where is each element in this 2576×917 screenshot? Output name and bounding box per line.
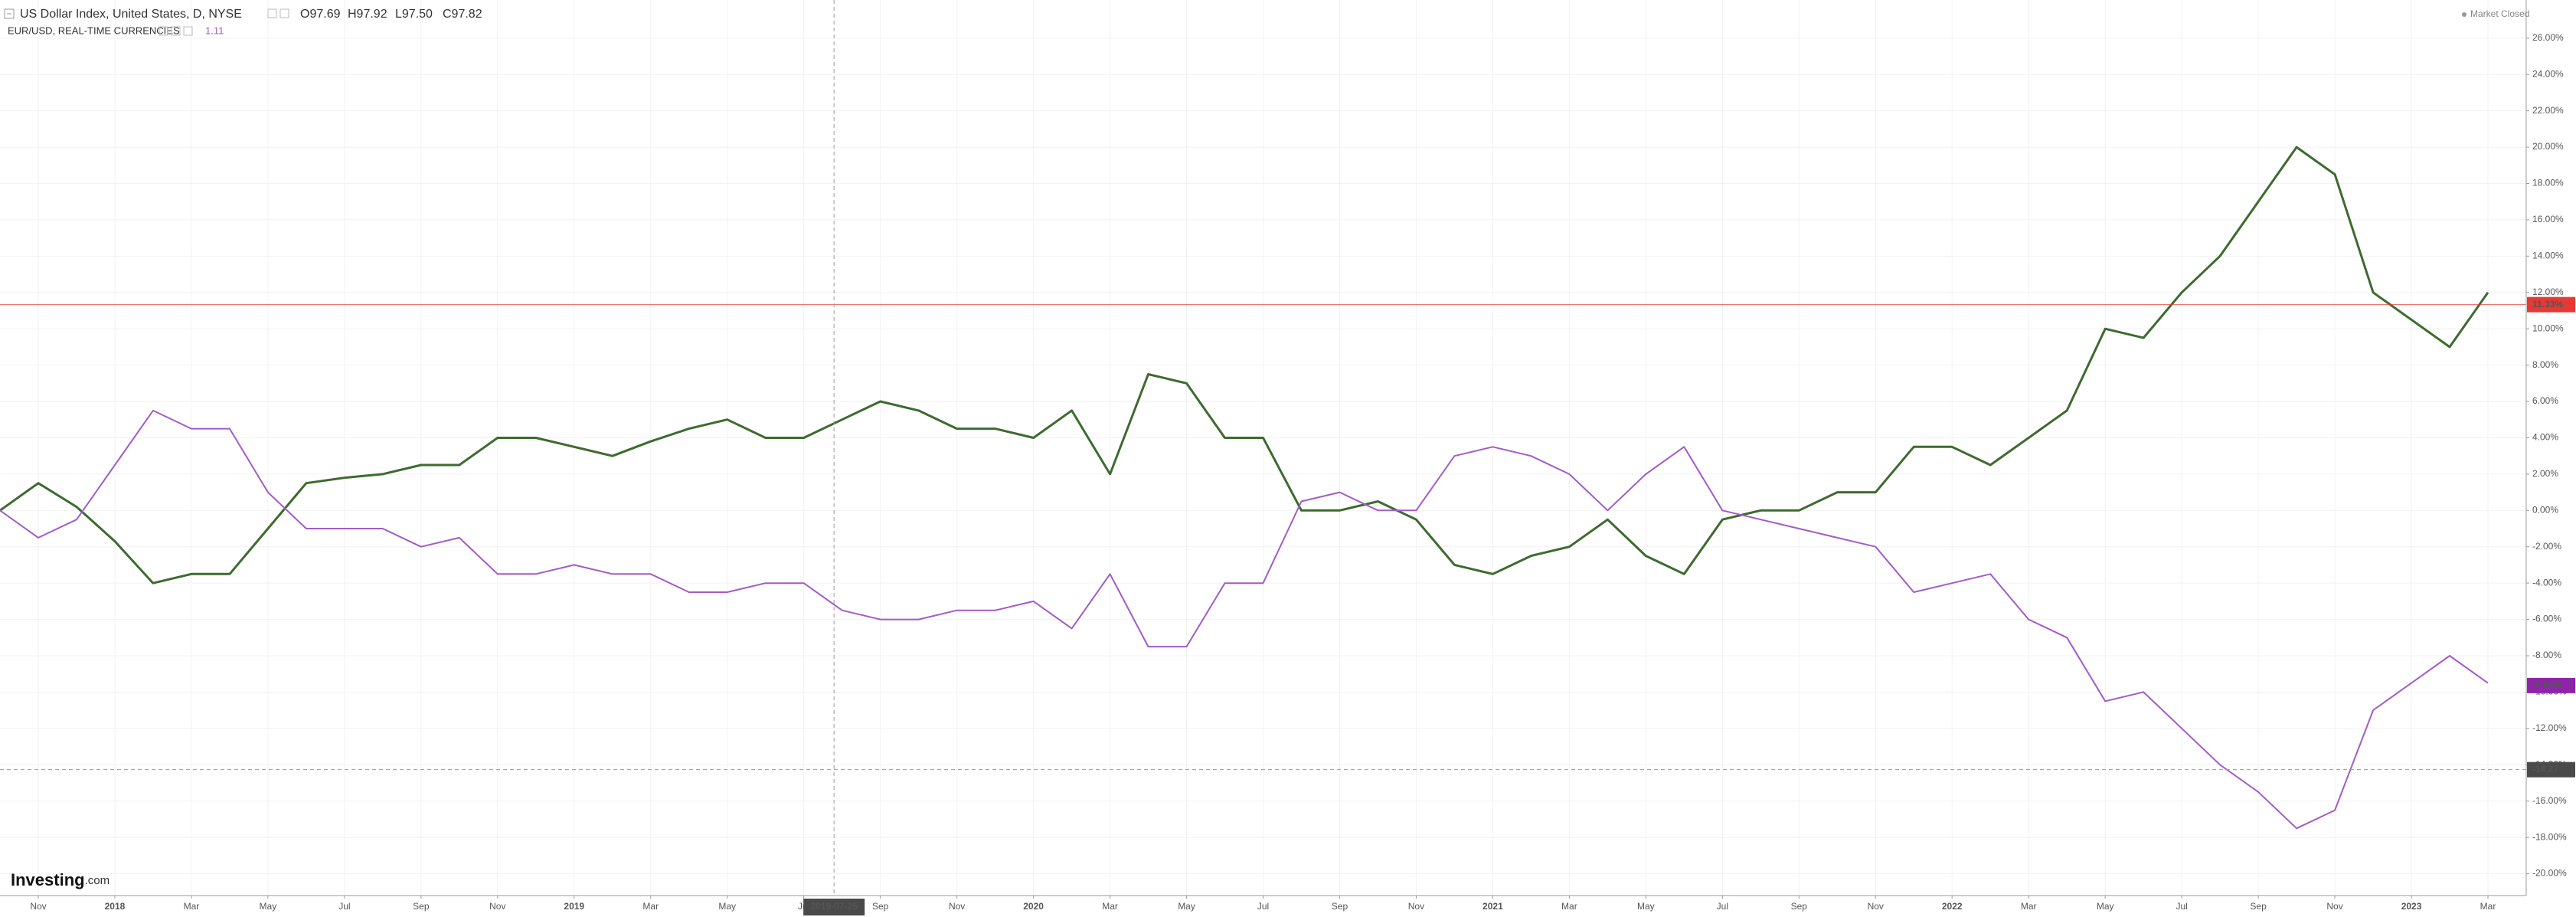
price-label: -9.64% xyxy=(2532,680,2561,690)
y-tick-label: 8.00% xyxy=(2532,359,2558,370)
logo-suffix: .com xyxy=(85,874,110,887)
x-tick-label: May xyxy=(260,901,277,912)
x-tick-label: May xyxy=(1178,901,1195,912)
crosshair-y-box xyxy=(2527,761,2575,778)
plot-area xyxy=(0,0,2526,896)
settings-icon[interactable] xyxy=(267,8,277,18)
ohlc-value: O97.69 xyxy=(300,8,341,21)
y-tick-label: 12.00% xyxy=(2532,287,2564,297)
crosshair-x-box xyxy=(803,899,865,915)
x-tick-label: Nov xyxy=(949,901,965,912)
x-tick-label: Sep xyxy=(1332,901,1348,912)
y-tick-label: -2.00% xyxy=(2532,541,2561,552)
price-label-box xyxy=(2527,677,2575,693)
series-line xyxy=(0,146,2489,585)
market-status: Market Closed xyxy=(2470,8,2529,19)
x-tick-label: 2020 xyxy=(1023,901,1044,912)
x-tick-label: Sep xyxy=(2250,901,2267,912)
x-tick-label: Sep xyxy=(413,901,430,912)
x-tick-label: Nov xyxy=(489,901,505,912)
crosshair-y-label: -14.27 xyxy=(2532,764,2558,775)
x-tick-label: Mar xyxy=(184,901,200,912)
y-tick-label: -6.00% xyxy=(2532,614,2561,624)
status-dot xyxy=(2462,12,2466,17)
x-tick-label: May xyxy=(1637,901,1655,912)
x-tick-label: Mar xyxy=(2480,901,2496,912)
x-tick-label: 2023 xyxy=(2401,901,2422,912)
last-price: 1.11 xyxy=(205,25,224,36)
y-tick-label: 24.00% xyxy=(2532,68,2564,79)
x-tick-label: 2019 xyxy=(564,901,584,912)
x-tick-label: 2022 xyxy=(1942,901,1963,912)
y-tick-label: 10.00% xyxy=(2532,323,2564,333)
y-tick-label: -8.00% xyxy=(2532,650,2561,660)
logo-main: Investing xyxy=(11,870,85,889)
ohlc-value: H97.92 xyxy=(348,8,387,21)
x-tick-label: Mar xyxy=(642,901,659,912)
visibility-icon[interactable] xyxy=(171,26,181,36)
x-tick-label: Nov xyxy=(1868,901,1884,912)
y-tick-label: 14.00% xyxy=(2532,251,2564,261)
x-tick-label: Jul xyxy=(1257,901,1269,912)
close-icon[interactable] xyxy=(280,8,289,18)
y-tick-label: -20.00% xyxy=(2532,868,2567,879)
y-tick-label: 26.00% xyxy=(2532,32,2564,43)
y-tick-label: 0.00% xyxy=(2532,504,2558,515)
x-tick-label: Nov xyxy=(2326,901,2342,912)
x-tick-label: Nov xyxy=(30,901,46,912)
x-tick-label: 2021 xyxy=(1483,901,1503,912)
y-tick-label: 16.00% xyxy=(2532,214,2564,224)
x-tick-label: Jul xyxy=(1717,901,1728,912)
x-tick-label: May xyxy=(2097,901,2114,912)
y-tick-label: -4.00% xyxy=(2532,577,2561,588)
price-label: 11.33% xyxy=(2532,299,2563,309)
x-tick-label: 2018 xyxy=(105,901,126,912)
x-tick-label: Mar xyxy=(1561,901,1577,912)
close-icon[interactable] xyxy=(183,26,193,36)
series-name: EUR/USD, REAL-TIME CURRENCIES xyxy=(8,25,180,36)
series-name: US Dollar Index, United States, D, NYSE xyxy=(20,8,242,21)
x-tick-label: Mar xyxy=(1102,901,1118,912)
series-line xyxy=(0,409,2489,830)
crosshair-x-label: 2019-07-25 xyxy=(810,901,858,912)
x-tick-label: Sep xyxy=(872,901,889,912)
ohlc-value: L97.50 xyxy=(395,8,433,21)
x-tick-label: Jul xyxy=(338,901,350,912)
y-tick-label: 18.00% xyxy=(2532,178,2564,188)
logo: Investing.com xyxy=(11,870,110,889)
collapse-icon[interactable] xyxy=(4,8,15,19)
y-tick-label: 6.00% xyxy=(2532,395,2558,406)
x-tick-label: Nov xyxy=(1408,901,1424,912)
x-tick-label: May xyxy=(718,901,736,912)
axes: -20.00%-18.00%-16.00%-14.00%-12.00%-10.0… xyxy=(30,32,2575,915)
y-tick-label: 20.00% xyxy=(2532,141,2564,152)
y-tick-label: -16.00% xyxy=(2532,795,2567,806)
price-label-box xyxy=(2527,296,2575,313)
settings-icon[interactable] xyxy=(159,26,168,36)
y-tick-label: -18.00% xyxy=(2532,831,2567,842)
y-tick-label: 4.00% xyxy=(2532,432,2558,443)
x-tick-label: Sep xyxy=(1791,901,1808,912)
y-tick-label: 2.00% xyxy=(2532,468,2558,479)
y-tick-label: 22.00% xyxy=(2532,105,2564,116)
y-tick-label: -12.00% xyxy=(2532,722,2567,733)
x-tick-label: Jul xyxy=(2176,901,2187,912)
ohlc-value: C97.82 xyxy=(443,8,482,21)
x-tick-label: Mar xyxy=(2021,901,2037,912)
